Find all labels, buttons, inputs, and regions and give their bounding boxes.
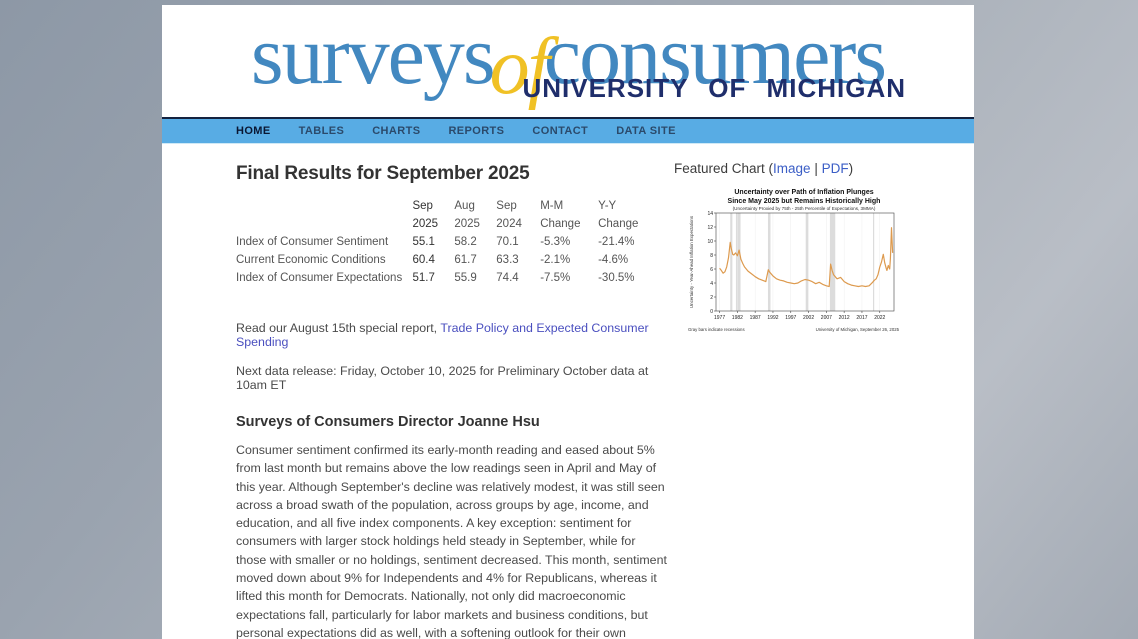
- axis-ticks: 0 2 4 6 8 10 12 14 1977 1982 1987 1992 1997 2002 2007 2…: [707, 211, 885, 321]
- link-separator: |: [810, 161, 822, 176]
- col-header-sep-2024: Sep: [496, 200, 517, 212]
- svg-text:2017: 2017: [856, 315, 867, 321]
- svg-text:1997: 1997: [785, 315, 796, 321]
- row-label: Current Economic Conditions: [236, 254, 386, 266]
- cell-value: -30.5%: [598, 272, 635, 284]
- logo-wordmark: surveysofconsumers: [230, 14, 906, 108]
- col-header-sep-2024-year: 2024: [496, 218, 522, 230]
- cell-value: 60.4: [412, 254, 435, 266]
- logo-word-of: of: [489, 23, 550, 111]
- col-header-aug-2025-year: 2025: [454, 218, 480, 230]
- university-of-michigan-wordmark: UNIVERSITY OF MICHIGAN: [522, 72, 906, 103]
- col-header-mm-change: M-M: [540, 200, 564, 212]
- special-report-link[interactable]: Trade Policy and Expected Consumer Spend…: [236, 321, 649, 349]
- nav-item-charts[interactable]: CHARTS: [372, 125, 421, 137]
- cell-value: 70.1: [496, 236, 519, 248]
- table-header-row-2: 2025 2025 2024 Change Change: [236, 215, 668, 233]
- logo-word-consumers: consumers: [543, 9, 887, 102]
- svg-text:12: 12: [707, 225, 713, 231]
- page-title: Final Results for September 2025: [236, 163, 530, 184]
- col-header-yy-change: Y-Y: [598, 200, 617, 212]
- cell-value: -7.5%: [540, 272, 571, 284]
- table-row-expectations: Index of Consumer Expectations 51.7 55.9…: [236, 269, 668, 287]
- col-header-sep-2025-year: 2025: [412, 218, 439, 230]
- chart-subtitle: (Uncertainty Proxied by 75th - 25th Perc…: [733, 206, 876, 211]
- row-label: Index of Consumer Sentiment: [236, 236, 389, 248]
- table-row-conditions: Current Economic Conditions 60.4 61.7 63…: [236, 251, 668, 269]
- main-navigation: HOME TABLES CHARTS REPORTS CONTACT DATA …: [162, 117, 974, 144]
- featured-chart-section: Featured Chart (Image | PDF) Uncertainty…: [674, 161, 926, 344]
- table-row-sentiment: Index of Consumer Sentiment 55.1 58.2 70…: [236, 233, 668, 251]
- cell-value: -4.6%: [598, 254, 629, 266]
- nav-item-reports[interactable]: REPORTS: [448, 125, 505, 137]
- svg-text:2002: 2002: [803, 315, 814, 321]
- next-data-release-text: Next data release: Friday, October 10, 2…: [236, 364, 649, 392]
- cell-value: 63.3: [496, 254, 519, 266]
- nav-item-home[interactable]: HOME: [236, 125, 271, 137]
- svg-text:1987: 1987: [750, 315, 761, 321]
- featured-chart-label: Featured Chart (: [674, 161, 774, 176]
- svg-text:2012: 2012: [839, 315, 850, 321]
- svg-text:1977: 1977: [714, 315, 725, 321]
- svg-text:2: 2: [710, 295, 713, 301]
- nav-item-data-site[interactable]: DATA SITE: [616, 125, 676, 137]
- cell-value: -5.3%: [540, 236, 571, 248]
- y-axis-label: Uncertainty - Year-Ahead Inflation Expec…: [689, 215, 694, 308]
- col-header-aug-2025: Aug: [454, 200, 475, 212]
- nav-item-contact[interactable]: CONTACT: [532, 125, 589, 137]
- featured-chart-label-close: ): [848, 161, 854, 176]
- cell-value: 55.9: [454, 272, 477, 284]
- chart-footnote-recessions: Gray bars indicate recessions: [688, 327, 745, 332]
- plot-frame: [715, 212, 895, 312]
- cell-value: -2.1%: [540, 254, 571, 266]
- col-header-yy-change-label: Change: [598, 218, 639, 230]
- surveys-of-consumers-page: surveysofconsumers UNIVERSITY OF MICHIGA…: [162, 5, 974, 639]
- special-report-line: Read our August 15th special report, Tra…: [236, 321, 668, 349]
- cell-value: -21.4%: [598, 236, 635, 248]
- featured-chart-image: Uncertainty over Path of Inflation Plung…: [686, 185, 926, 344]
- chart-gridlines: [719, 213, 881, 311]
- director-commentary: Consumer sentiment confirmed its early-m…: [236, 443, 667, 639]
- svg-text:2007: 2007: [821, 315, 832, 321]
- site-logo: surveysofconsumers UNIVERSITY OF MICHIGA…: [230, 14, 906, 108]
- svg-text:10: 10: [707, 239, 713, 245]
- table-header-row-1: Sep Aug Sep M-M Y-Y: [236, 197, 668, 215]
- chart-footnote-source: University of Michigan, September 26, 20…: [816, 327, 900, 332]
- main-content: Final Results for September 2025 Sep Aug…: [236, 155, 668, 639]
- row-label: Index of Consumer Expectations: [236, 272, 403, 284]
- director-heading: Surveys of Consumers Director Joanne Hsu: [236, 414, 540, 430]
- recession-bars: [730, 213, 875, 311]
- special-report-text: Read our August 15th special report,: [236, 321, 441, 335]
- sentiment-results-table: Sep Aug Sep M-M Y-Y 2025 2025 2024 Chang…: [236, 197, 668, 287]
- svg-text:8: 8: [710, 253, 713, 259]
- cell-value: 55.1: [412, 236, 435, 248]
- featured-chart-heading: Featured Chart (Image | PDF): [674, 161, 926, 176]
- logo-word-surveys: surveys: [250, 9, 496, 102]
- featured-chart-pdf-link[interactable]: PDF: [821, 161, 849, 176]
- chart-title-line1: Uncertainty over Path of Inflation Plung…: [734, 189, 873, 196]
- cell-value: 58.2: [454, 236, 477, 248]
- col-header-mm-change-label: Change: [540, 218, 581, 230]
- uncertainty-chart: Uncertainty over Path of Inflation Plung…: [688, 189, 900, 332]
- cell-value: 61.7: [454, 254, 477, 266]
- svg-text:1992: 1992: [767, 315, 778, 321]
- svg-text:1982: 1982: [732, 315, 743, 321]
- nav-item-tables[interactable]: TABLES: [298, 125, 345, 137]
- uncertainty-line-series: [719, 227, 894, 288]
- svg-text:4: 4: [710, 281, 713, 287]
- svg-text:0: 0: [710, 309, 713, 315]
- cell-value: 51.7: [412, 272, 435, 284]
- col-header-sep-2025: Sep: [412, 200, 433, 212]
- svg-text:6: 6: [710, 267, 713, 273]
- svg-text:14: 14: [707, 211, 713, 217]
- svg-text:2022: 2022: [874, 315, 885, 321]
- featured-chart-image-link[interactable]: Image: [773, 161, 811, 176]
- cell-value: 74.4: [496, 272, 519, 284]
- chart-title-line2: Since May 2025 but Remains Historically …: [728, 198, 881, 205]
